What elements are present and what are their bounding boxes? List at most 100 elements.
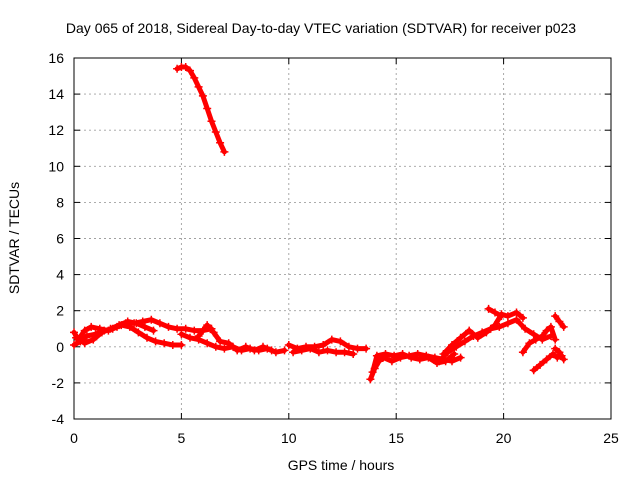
data-point: [106, 324, 115, 333]
data-point: [233, 346, 242, 355]
data-point: [190, 326, 199, 335]
x-tick-labels: 0 5 10 15 20 25: [70, 430, 619, 446]
data-point: [503, 319, 512, 328]
y-tick-label: 14: [48, 86, 64, 102]
data-point: [289, 348, 298, 357]
series-sat-d: [72, 317, 158, 348]
data-point: [89, 335, 98, 344]
data-point: [203, 339, 212, 348]
series-sat-q: [551, 344, 568, 364]
data-point: [439, 350, 448, 358]
data-point: [407, 353, 416, 362]
data-point: [186, 333, 194, 342]
data-point: [460, 337, 469, 346]
data-point: [398, 350, 407, 358]
data-point: [484, 304, 493, 313]
data-point: [164, 322, 173, 331]
series-sat-c: [70, 321, 186, 349]
data-point: [512, 315, 521, 324]
data-point: [390, 351, 399, 360]
data-point: [491, 321, 499, 330]
data-point: [155, 319, 164, 328]
data-point: [160, 339, 169, 348]
data-point: [559, 322, 568, 331]
series-trace: [73, 319, 156, 346]
x-tick-label: 10: [281, 430, 297, 446]
data-point: [332, 348, 341, 357]
data-point: [344, 342, 353, 351]
data-point: [72, 333, 81, 342]
data-point: [194, 82, 203, 91]
data-point: [353, 344, 362, 353]
series-sat-m: [484, 304, 506, 321]
data-point: [531, 335, 540, 344]
data-point: [368, 368, 377, 377]
x-tick-label: 0: [70, 430, 78, 446]
series-sat-n: [518, 322, 560, 357]
data-point: [551, 344, 560, 353]
data-point: [80, 326, 89, 335]
y-tick-label: 6: [56, 231, 64, 247]
data-point: [82, 332, 91, 340]
x-tick-label: 5: [178, 430, 186, 446]
data-point: [194, 332, 203, 340]
y-tick-label: -2: [52, 375, 65, 391]
data-point: [424, 353, 433, 362]
data-point: [143, 333, 151, 342]
x-tick-label: 15: [388, 430, 404, 446]
data-point: [80, 339, 89, 348]
data-point: [198, 91, 207, 100]
data-point: [327, 335, 336, 344]
data-point: [87, 322, 96, 331]
y-tick-label: 0: [56, 339, 64, 355]
data-point: [473, 333, 482, 342]
data-point: [518, 313, 527, 322]
data-point: [198, 326, 207, 335]
data-point: [542, 355, 551, 364]
data-point: [555, 348, 564, 357]
y-tick-label: 8: [56, 194, 64, 210]
data-point: [448, 341, 456, 349]
series-sat-h: [289, 344, 358, 358]
data-point: [314, 348, 323, 357]
data-point: [149, 326, 158, 335]
data-point: [224, 339, 233, 348]
data-point: [267, 346, 276, 355]
data-point: [362, 344, 371, 353]
data-point: [284, 341, 293, 349]
data-point: [181, 63, 190, 71]
y-tick-label: 4: [56, 267, 64, 283]
data-point: [216, 337, 225, 346]
grid: [74, 58, 611, 419]
data-point: [529, 330, 538, 339]
data-point: [525, 339, 534, 348]
y-axis-label: SDTVAR / TECUs: [6, 182, 22, 294]
data-point: [555, 317, 564, 326]
data-point: [181, 324, 190, 333]
data-point: [70, 341, 78, 349]
data-point: [207, 117, 216, 126]
data-point: [456, 353, 465, 362]
data-point: [306, 344, 315, 353]
chart-title: Day 065 of 2018, Sidereal Day-to-day VTE…: [66, 20, 576, 36]
series-sat-f: [194, 321, 276, 355]
data-point: [97, 328, 106, 337]
y-tick-label: 12: [48, 122, 64, 138]
data-point: [551, 335, 560, 344]
data-point: [549, 350, 557, 358]
data-point: [542, 326, 551, 335]
data-point: [123, 317, 132, 326]
data-point: [134, 328, 143, 337]
data-point: [297, 346, 306, 355]
data-point: [211, 342, 220, 351]
data-point: [497, 312, 506, 321]
data-point: [518, 348, 527, 357]
x-tick-label: 20: [496, 430, 512, 446]
y-tick-label: 2: [56, 303, 64, 319]
data-point: [323, 346, 332, 355]
y-tick-label: 10: [48, 158, 64, 174]
data-point: [177, 330, 186, 339]
data-point: [259, 342, 267, 351]
data-point: [211, 128, 220, 136]
